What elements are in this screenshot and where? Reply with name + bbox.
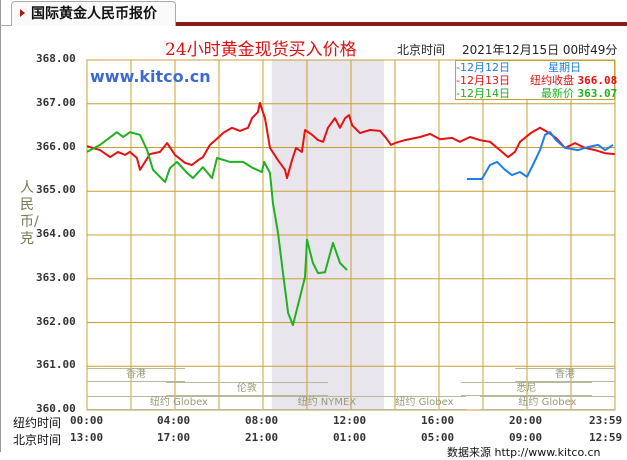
legend-label: 星期日 <box>548 61 581 74</box>
legend-date: -12月12日 <box>456 61 510 74</box>
x-tick-label: 09:00 <box>509 431 543 444</box>
x-tick-label: 01:00 <box>333 431 367 444</box>
legend-item: -12月14日 最新价 363.07 <box>456 87 617 100</box>
market-session-band: 香港 <box>87 368 185 382</box>
market-session-band: 纽约 NYMEX <box>270 396 383 410</box>
tab-label: 国际黄金人民币报价 <box>31 6 157 22</box>
x-axis-row-ny: 纽约时间 00:00 04:00 08:00 12:00 16:00 20:00 23:59 <box>0 414 627 430</box>
y-tick-label: 363.00 <box>36 270 76 284</box>
legend-item: -12月13日 纽约收盘 366.08 <box>456 74 617 87</box>
legend-date: -12月13日 <box>456 74 510 87</box>
legend: -12月12日 星期日 -12月13日 纽约收盘 366.08 -12月14日 最新价… <box>455 60 617 100</box>
plot-border <box>86 59 616 411</box>
header-bar <box>175 22 627 26</box>
x-tick-label: 23:59 <box>589 414 623 427</box>
x-tick-label: 12:00 <box>333 414 367 427</box>
y-tick-label: 366.00 <box>36 139 76 153</box>
x-axis-row-bj: 北京时间 13:00 17:00 21:00 01:00 05:00 09:00 12:59 <box>0 431 627 447</box>
data-source: 数据来源 http://www.kitco.cn <box>447 446 601 459</box>
x-tick-label: 00:00 <box>70 414 104 427</box>
legend-label: 最新价 <box>541 87 574 100</box>
tab-gold-rmb-price[interactable]: 国际黄金人民币报价 <box>11 1 176 26</box>
y-tick-label: 367.00 <box>36 95 76 109</box>
x-tick-label: 16:00 <box>421 414 455 427</box>
y-tick-label: 365.00 <box>36 183 76 197</box>
x-tick-label: 13:00 <box>70 431 104 444</box>
y-tick-label: 368.00 <box>36 52 76 65</box>
x-tick-label: 12:59 <box>589 431 623 444</box>
legend-item: -12月12日 星期日 <box>456 61 614 74</box>
market-session-band: 纽约 Globex <box>87 396 271 410</box>
series-line <box>86 101 615 180</box>
y-tick-label: 362.00 <box>36 314 76 328</box>
legend-date: -12月14日 <box>456 87 510 100</box>
triangle-icon <box>20 9 25 17</box>
y-tick-label: 364.00 <box>36 227 76 240</box>
y-axis-label: 人民币/克 <box>20 180 39 247</box>
time-label: 北京时间 <box>397 43 446 57</box>
x-tick-label: 17:00 <box>157 431 191 444</box>
series-line <box>86 131 348 327</box>
legend-value: 366.08 <box>577 74 618 87</box>
chart-title: 24小时黄金现货买入价格 <box>165 40 357 60</box>
series-line <box>466 131 614 180</box>
x-tick-label: 20:00 <box>509 414 543 427</box>
x-tick-label: 04:00 <box>157 414 191 427</box>
market-session-band: 纽约 Globex <box>479 396 615 410</box>
watermark: www.kitco.cn <box>90 67 211 86</box>
x-tick-label: 05:00 <box>421 431 455 444</box>
x-row-name: 纽约时间 <box>13 416 62 430</box>
legend-value: 363.07 <box>577 87 618 100</box>
datetime: 2021年12月15日 00时49分 <box>462 43 618 57</box>
y-tick-label: 361.00 <box>36 358 76 372</box>
market-session-band: 香港 <box>514 368 615 382</box>
market-session-band: 伦敦 <box>165 382 328 396</box>
x-tick-label: 21:00 <box>245 431 279 444</box>
market-session-band: 纽约 Globex <box>382 396 467 410</box>
y-tick-label: 360.00 <box>36 402 76 415</box>
legend-label: 纽约收盘 <box>530 74 574 87</box>
x-tick-label: 08:00 <box>245 414 279 427</box>
market-session-band: 悉尼 <box>461 382 592 396</box>
x-row-name: 北京时间 <box>13 433 62 447</box>
